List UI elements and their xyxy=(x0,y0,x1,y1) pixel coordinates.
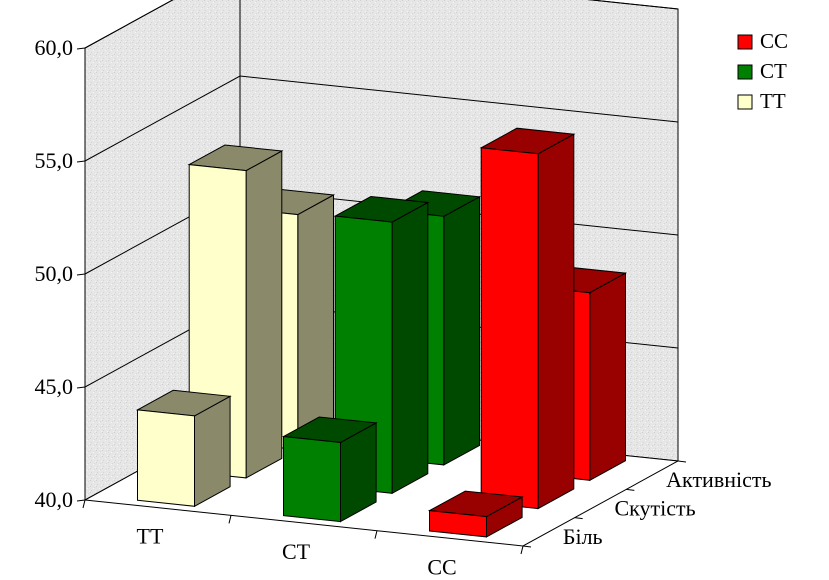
z-tick-label: Скутість xyxy=(615,496,696,521)
legend-swatch xyxy=(737,64,753,80)
x-tick-label: CT xyxy=(282,539,311,564)
bar-front xyxy=(283,435,341,523)
bar-front xyxy=(429,510,487,538)
z-tick-label: Активність xyxy=(666,467,771,492)
axis-labels: 40,0 45,0 50,0 55,0 60,0 TT CT CC Біль Скутість Ак… xyxy=(35,35,772,579)
x-tick xyxy=(374,530,378,539)
bar-CT-Біль xyxy=(281,416,378,523)
z-tick xyxy=(626,488,635,491)
bar-CC-Біль xyxy=(427,490,524,538)
y-tick-label: 45,0 xyxy=(35,374,74,399)
bar-side xyxy=(537,133,575,510)
z-tick xyxy=(574,517,583,520)
x-tick xyxy=(520,545,524,555)
z-tick xyxy=(522,545,532,548)
gridline xyxy=(84,0,679,49)
bar-side xyxy=(297,194,334,451)
x-tick xyxy=(228,515,232,524)
axes xyxy=(76,47,687,555)
y-tick xyxy=(76,273,86,276)
bars xyxy=(135,127,628,538)
z-tick xyxy=(677,460,687,463)
bar-side xyxy=(245,150,283,479)
legend-label: TT xyxy=(760,89,786,113)
bar-CC-Скутість xyxy=(479,127,576,510)
gridline xyxy=(84,75,679,162)
legend-label: CT xyxy=(760,59,787,83)
y-tick xyxy=(76,47,86,50)
bar-side xyxy=(391,201,429,495)
y-tick-label: 50,0 xyxy=(35,261,74,286)
y-tick xyxy=(76,499,86,502)
bar-side xyxy=(589,272,626,482)
legend-swatch xyxy=(737,34,753,50)
legend: CC CT TT xyxy=(737,29,788,113)
legend-swatch xyxy=(737,94,753,110)
bar-front xyxy=(480,147,539,510)
z-tick-label: Біль xyxy=(563,524,603,549)
y-tick-label: 40,0 xyxy=(35,487,74,512)
legend-label: CC xyxy=(760,29,788,53)
bar-side xyxy=(443,195,480,466)
y-tick xyxy=(76,160,86,163)
y-tick-label: 55,0 xyxy=(35,148,74,173)
bar-front xyxy=(137,409,195,507)
bar-TT-Біль xyxy=(135,389,232,508)
x-tick xyxy=(82,499,86,509)
y-tick-label: 60,0 xyxy=(35,35,74,60)
y-tick xyxy=(76,386,86,389)
x-tick-label: CC xyxy=(427,554,456,579)
x-tick-label: TT xyxy=(137,524,164,549)
